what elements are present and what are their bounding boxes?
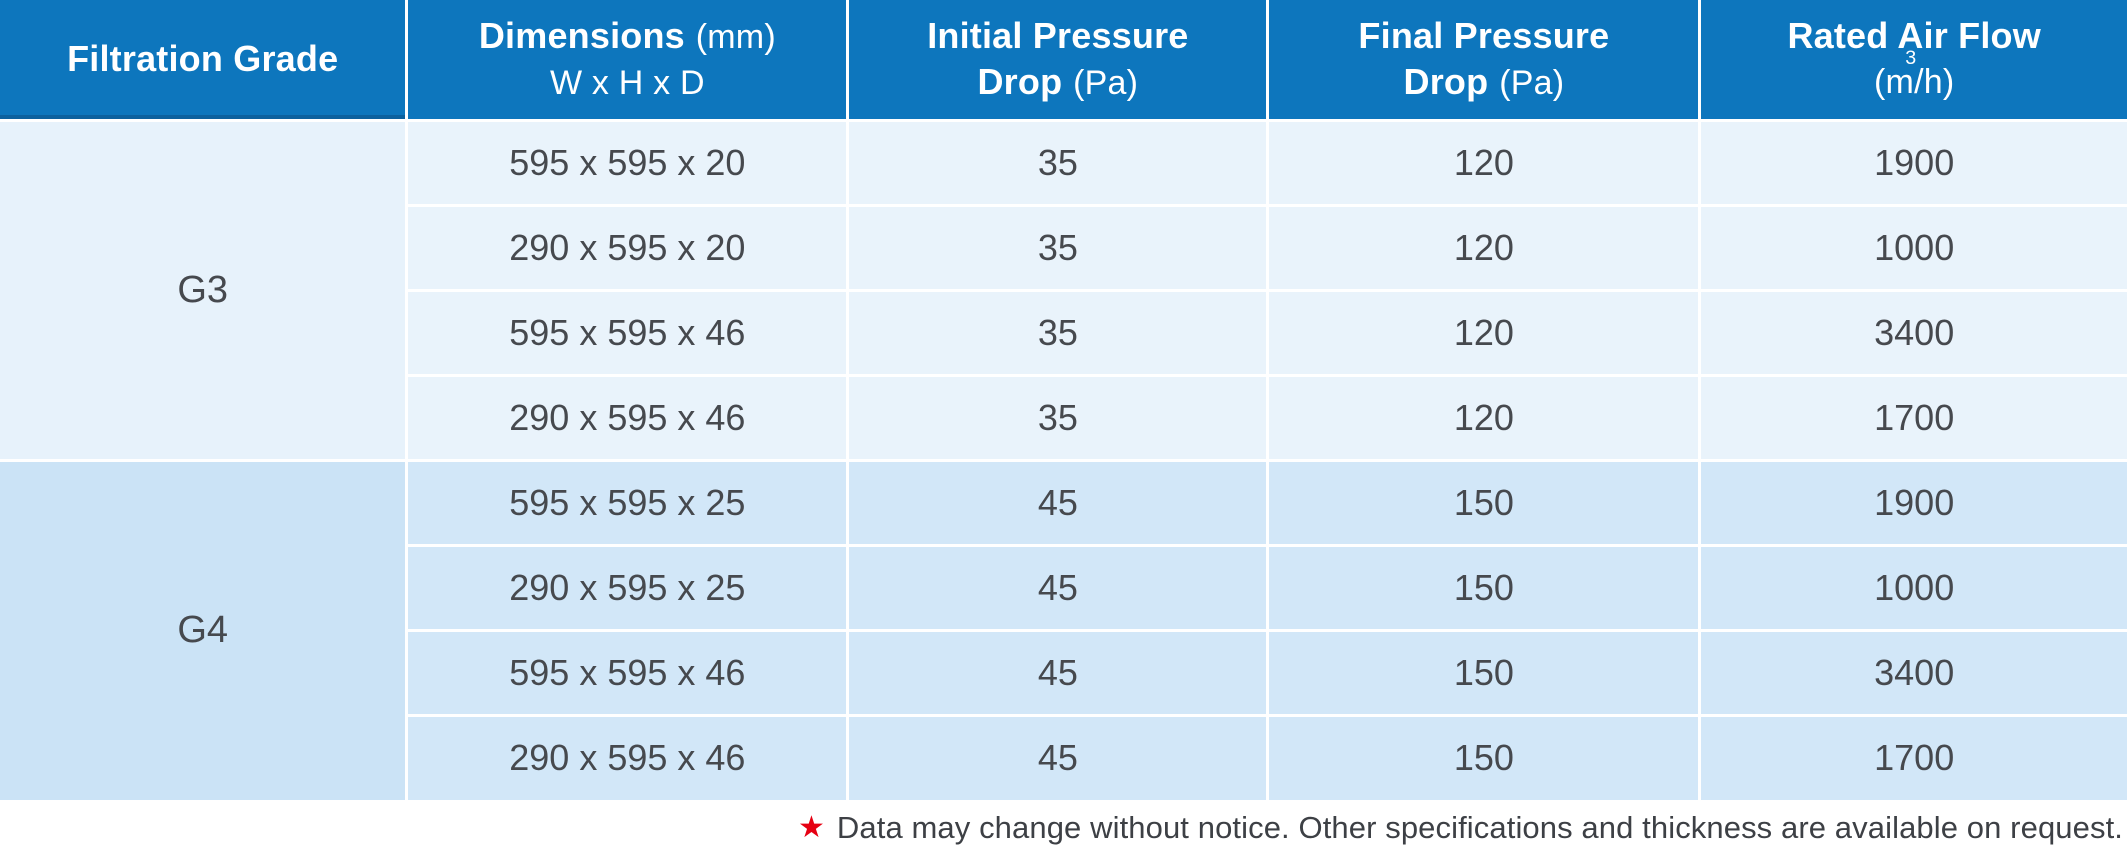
initial-pressure-cell: 35 <box>846 118 1270 207</box>
airflow-line1: Rated Air Flow <box>1787 15 2041 57</box>
initial-pressure-cell: 45 <box>846 713 1270 802</box>
dimensions-cell: 595 x 595 x 46 <box>405 288 850 377</box>
initial-pressure-cell: 35 <box>846 373 1270 462</box>
dimensions-cell: 595 x 595 x 25 <box>405 458 850 547</box>
initial-pressure-cell: 45 <box>846 543 1270 632</box>
air-flow-cell: 1000 <box>1698 203 2127 292</box>
table-row: 290 x 595 x 46 45 150 1700 <box>0 713 2127 802</box>
table-row: 290 x 595 x 20 35 120 1000 <box>0 203 2127 292</box>
final-line1: Final Pressure <box>1358 14 1610 56</box>
dimensions-cell: 290 x 595 x 25 <box>405 543 850 632</box>
final-pressure-cell: 150 <box>1266 713 1702 802</box>
initial-pressure-cell: 35 <box>846 288 1270 377</box>
dimensions-cell: 290 x 595 x 46 <box>405 373 850 462</box>
superscript-3: 3 <box>1905 47 1917 69</box>
dimensions-line2: W x H x D <box>549 63 705 102</box>
dimensions-cell: 290 x 595 x 20 <box>405 203 850 292</box>
initial-line1: Initial Pressure <box>927 14 1189 56</box>
col-header-initial-pressure-drop: Initial Pressure Drop (Pa) <box>846 0 1270 122</box>
table-row: G4 595 x 595 x 25 45 150 1900 <box>0 458 2127 802</box>
table-row: 290 x 595 x 46 35 120 1700 <box>0 373 2127 462</box>
filtration-grade-label: Filtration Grade <box>67 38 339 80</box>
air-flow-cell: 3400 <box>1698 628 2127 717</box>
dimensions-cell: 595 x 595 x 46 <box>405 628 850 717</box>
grade-cell-g4: G4 <box>0 458 409 802</box>
col-header-dimensions: Dimensions (mm) W x H x D <box>405 0 850 122</box>
initial-pressure-cell: 35 <box>846 203 1270 292</box>
table-row: 290 x 595 x 25 45 150 1000 <box>0 543 2127 632</box>
dimensions-cell: 290 x 595 x 46 <box>405 713 850 802</box>
air-flow-cell: 1900 <box>1698 118 2127 207</box>
final-pressure-cell: 120 <box>1266 203 1702 292</box>
initial-pressure-cell: 45 <box>846 628 1270 717</box>
final-pressure-cell: 150 <box>1266 628 1702 717</box>
col-header-final-pressure-drop: Final Pressure Drop (Pa) <box>1266 0 1702 122</box>
final-pressure-cell: 120 <box>1266 373 1702 462</box>
dimensions-unit: (mm) <box>695 17 776 56</box>
air-flow-cell: 1000 <box>1698 543 2127 632</box>
initial-line2: Drop (Pa) <box>977 60 1139 102</box>
dimensions-line1: Dimensions (mm) <box>478 14 776 56</box>
air-flow-cell: 1900 <box>1698 458 2127 547</box>
footnote: ★ Data may change without notice. Other … <box>0 800 2127 856</box>
air-flow-cell: 1700 <box>1698 713 2127 802</box>
final-pressure-cell: 120 <box>1266 288 1702 377</box>
grade-cell-g3: G3 <box>0 118 409 462</box>
header-row: Filtration Grade Dimensions (mm) W x H x … <box>0 0 2127 122</box>
air-flow-cell: 1700 <box>1698 373 2127 462</box>
final-pressure-cell: 150 <box>1266 458 1702 547</box>
dimensions-cell: 595 x 595 x 20 <box>405 118 850 207</box>
col-header-rated-air-flow: Rated Air Flow (m 3/h) <box>1698 0 2127 122</box>
table-row: 595 x 595 x 46 45 150 3400 <box>0 628 2127 717</box>
footnote-text: Data may change without notice. Other sp… <box>836 810 2123 845</box>
table-row: G3 595 x 595 x 20 35 120 1900 <box>0 118 2127 462</box>
cubic-meter-unit: (m 3 <box>1874 47 1917 102</box>
table-row: 595 x 595 x 46 35 120 3400 <box>0 288 2127 377</box>
final-pressure-cell: 150 <box>1266 543 1702 632</box>
star-icon: ★ <box>798 811 825 844</box>
filter-spec-table: Filtration Grade Dimensions (mm) W x H x … <box>0 0 2127 802</box>
airflow-line2: (m 3/h) <box>1701 47 2127 105</box>
final-unit: (Pa) <box>1499 63 1565 102</box>
final-line2: Drop (Pa) <box>1403 60 1565 102</box>
air-flow-cell: 3400 <box>1698 288 2127 377</box>
initial-unit: (Pa) <box>1073 63 1139 102</box>
initial-pressure-cell: 45 <box>846 458 1270 547</box>
final-pressure-cell: 120 <box>1266 118 1702 207</box>
col-header-filtration-grade: Filtration Grade <box>0 0 409 122</box>
